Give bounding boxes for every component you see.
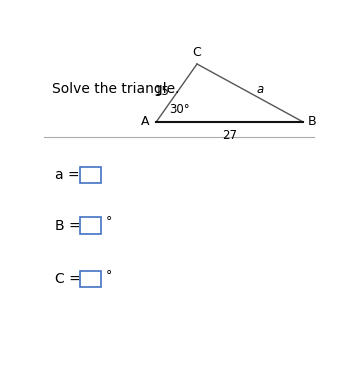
Text: 15: 15 [155, 85, 170, 98]
Text: 30°: 30° [169, 104, 190, 116]
FancyBboxPatch shape [80, 218, 101, 234]
FancyBboxPatch shape [80, 271, 101, 287]
Text: B: B [308, 115, 317, 128]
Text: 27: 27 [222, 129, 237, 142]
Text: B =: B = [55, 219, 85, 233]
Text: C =: C = [55, 272, 85, 286]
Text: °: ° [106, 216, 112, 228]
Text: °: ° [106, 269, 112, 282]
FancyBboxPatch shape [80, 167, 101, 183]
Text: C: C [193, 46, 201, 59]
Text: Solve the triangle.: Solve the triangle. [52, 82, 180, 96]
Text: A: A [141, 115, 149, 128]
Text: a =: a = [55, 168, 84, 182]
Text: a: a [257, 84, 264, 96]
